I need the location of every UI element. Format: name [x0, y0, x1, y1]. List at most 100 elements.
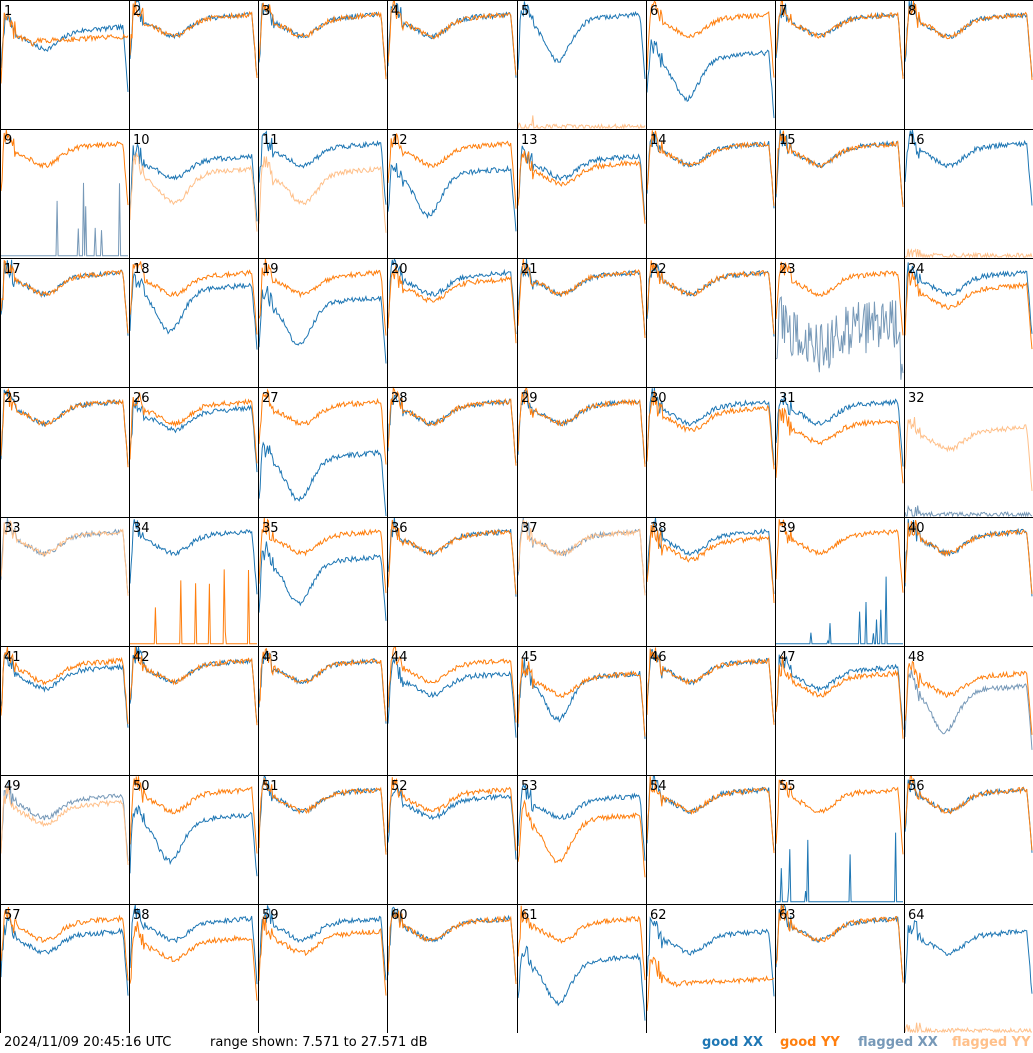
series-line-xx: [258, 905, 387, 981]
series-line-xx: [129, 904, 258, 985]
panel-border: [517, 258, 647, 388]
panel-number: 28: [391, 391, 408, 406]
antenna-panel: 6: [646, 0, 776, 130]
series-line-xx: [904, 669, 1033, 750]
panel-border: [646, 0, 776, 130]
antenna-panel: 59: [258, 904, 388, 1033]
series-line-yy: [775, 519, 904, 593]
panel-border: [904, 387, 1033, 518]
panel-number: 38: [650, 521, 667, 536]
antenna-panel: 13: [517, 129, 647, 259]
panel-number: 53: [521, 779, 538, 794]
series-line-yy: [517, 905, 646, 981]
panel-number: 37: [521, 521, 538, 536]
series-line-xx: [776, 832, 903, 903]
antenna-panel: 57: [0, 904, 130, 1033]
series-line-yy: [775, 779, 904, 855]
panel-number: 4: [391, 4, 399, 19]
panel-border: [0, 258, 130, 388]
series-line-yy: [387, 133, 517, 209]
panel-number: 27: [262, 391, 279, 406]
panel-border: [517, 904, 647, 1033]
series-line-yy: [258, 2, 387, 80]
series-line-xx: [258, 286, 387, 364]
antenna-panel: 3: [258, 0, 388, 130]
panel-border: [129, 904, 259, 1033]
antenna-panel: 55: [775, 775, 905, 905]
series-line-xx: [904, 920, 1033, 994]
panel-border: [646, 646, 776, 776]
series-line-xx: [517, 945, 646, 1021]
antenna-panel: 52: [387, 775, 518, 905]
panel-number: 2: [133, 4, 141, 19]
series-line-xx: [904, 0, 1033, 78]
series-line-xx: [258, 541, 387, 621]
series-line-yy: [258, 388, 387, 465]
panel-border: [517, 0, 647, 130]
antenna-panel: 60: [387, 904, 518, 1033]
antenna-panel: 29: [517, 386, 647, 518]
series-line-xx: [129, 143, 258, 222]
panel-number: 12: [391, 133, 408, 148]
series-line-yy: [258, 915, 387, 996]
series-line-xx: [258, 441, 387, 517]
panel-number: 31: [779, 391, 796, 406]
series-line-yy: [387, 777, 517, 851]
legend-good-xx: good XX: [702, 1035, 764, 1050]
panel-border: [517, 517, 647, 647]
antenna-panel: 62: [646, 904, 776, 1033]
series-line-yy: [904, 417, 1033, 491]
series-line-xx: [517, 783, 646, 861]
panel-number: 17: [4, 262, 21, 277]
antenna-panel: 40: [904, 517, 1033, 647]
antenna-panel: 36: [387, 517, 518, 647]
series-line-xx: [517, 145, 646, 220]
series-line-yy: [646, 776, 775, 854]
panel-border: [904, 517, 1033, 647]
series-line-xx: [775, 296, 904, 380]
panel-border: [904, 904, 1033, 1033]
panel-border: [646, 387, 776, 518]
series-line-xx: [387, 257, 517, 335]
series-line-yy: [646, 956, 775, 1011]
antenna-panel: 47: [775, 646, 905, 776]
antenna-panel: 28: [387, 386, 518, 518]
antenna-panel: 30: [646, 387, 776, 518]
panel-border: [129, 129, 259, 259]
panel-number: 60: [391, 908, 408, 923]
series-line-yy: [517, 115, 646, 130]
panel-number: 23: [779, 262, 796, 277]
series-line-xx: [387, 657, 517, 738]
antenna-panel: 50: [129, 775, 259, 905]
panel-border: [387, 258, 518, 388]
series-line-yy: [387, 266, 517, 344]
panel-border: [258, 517, 388, 647]
antenna-panel: 12: [387, 129, 518, 259]
series-line-xx: [646, 916, 775, 997]
series-line-yy: [129, 392, 258, 464]
antenna-panel: 31: [775, 387, 905, 518]
panel-number: 7: [779, 4, 787, 19]
series-line-yy: [775, 904, 904, 983]
antenna-panel: 8: [904, 0, 1033, 130]
antenna-panel: 10: [129, 129, 259, 259]
series-line-yy: [387, 646, 517, 723]
series-line-yy: [517, 386, 646, 467]
series-line-yy: [775, 407, 904, 484]
series-line-yy: [517, 259, 646, 339]
series-line-yy: [904, 660, 1033, 735]
series-line-xx: [258, 130, 387, 205]
antenna-panel: 19: [258, 258, 388, 388]
series-line-yy: [129, 0, 258, 79]
antenna-panel: 24: [904, 258, 1033, 388]
panel-number: 8: [908, 4, 916, 19]
panel-border: [258, 646, 388, 776]
panel-border: [129, 258, 259, 388]
panel-number: 26: [133, 391, 150, 406]
series-line-yy: [517, 150, 646, 224]
series-line-xx: [258, 3, 387, 77]
panel-border: [646, 129, 776, 259]
antenna-panel: 4: [387, 0, 518, 130]
antenna-panel: 14: [646, 129, 776, 259]
